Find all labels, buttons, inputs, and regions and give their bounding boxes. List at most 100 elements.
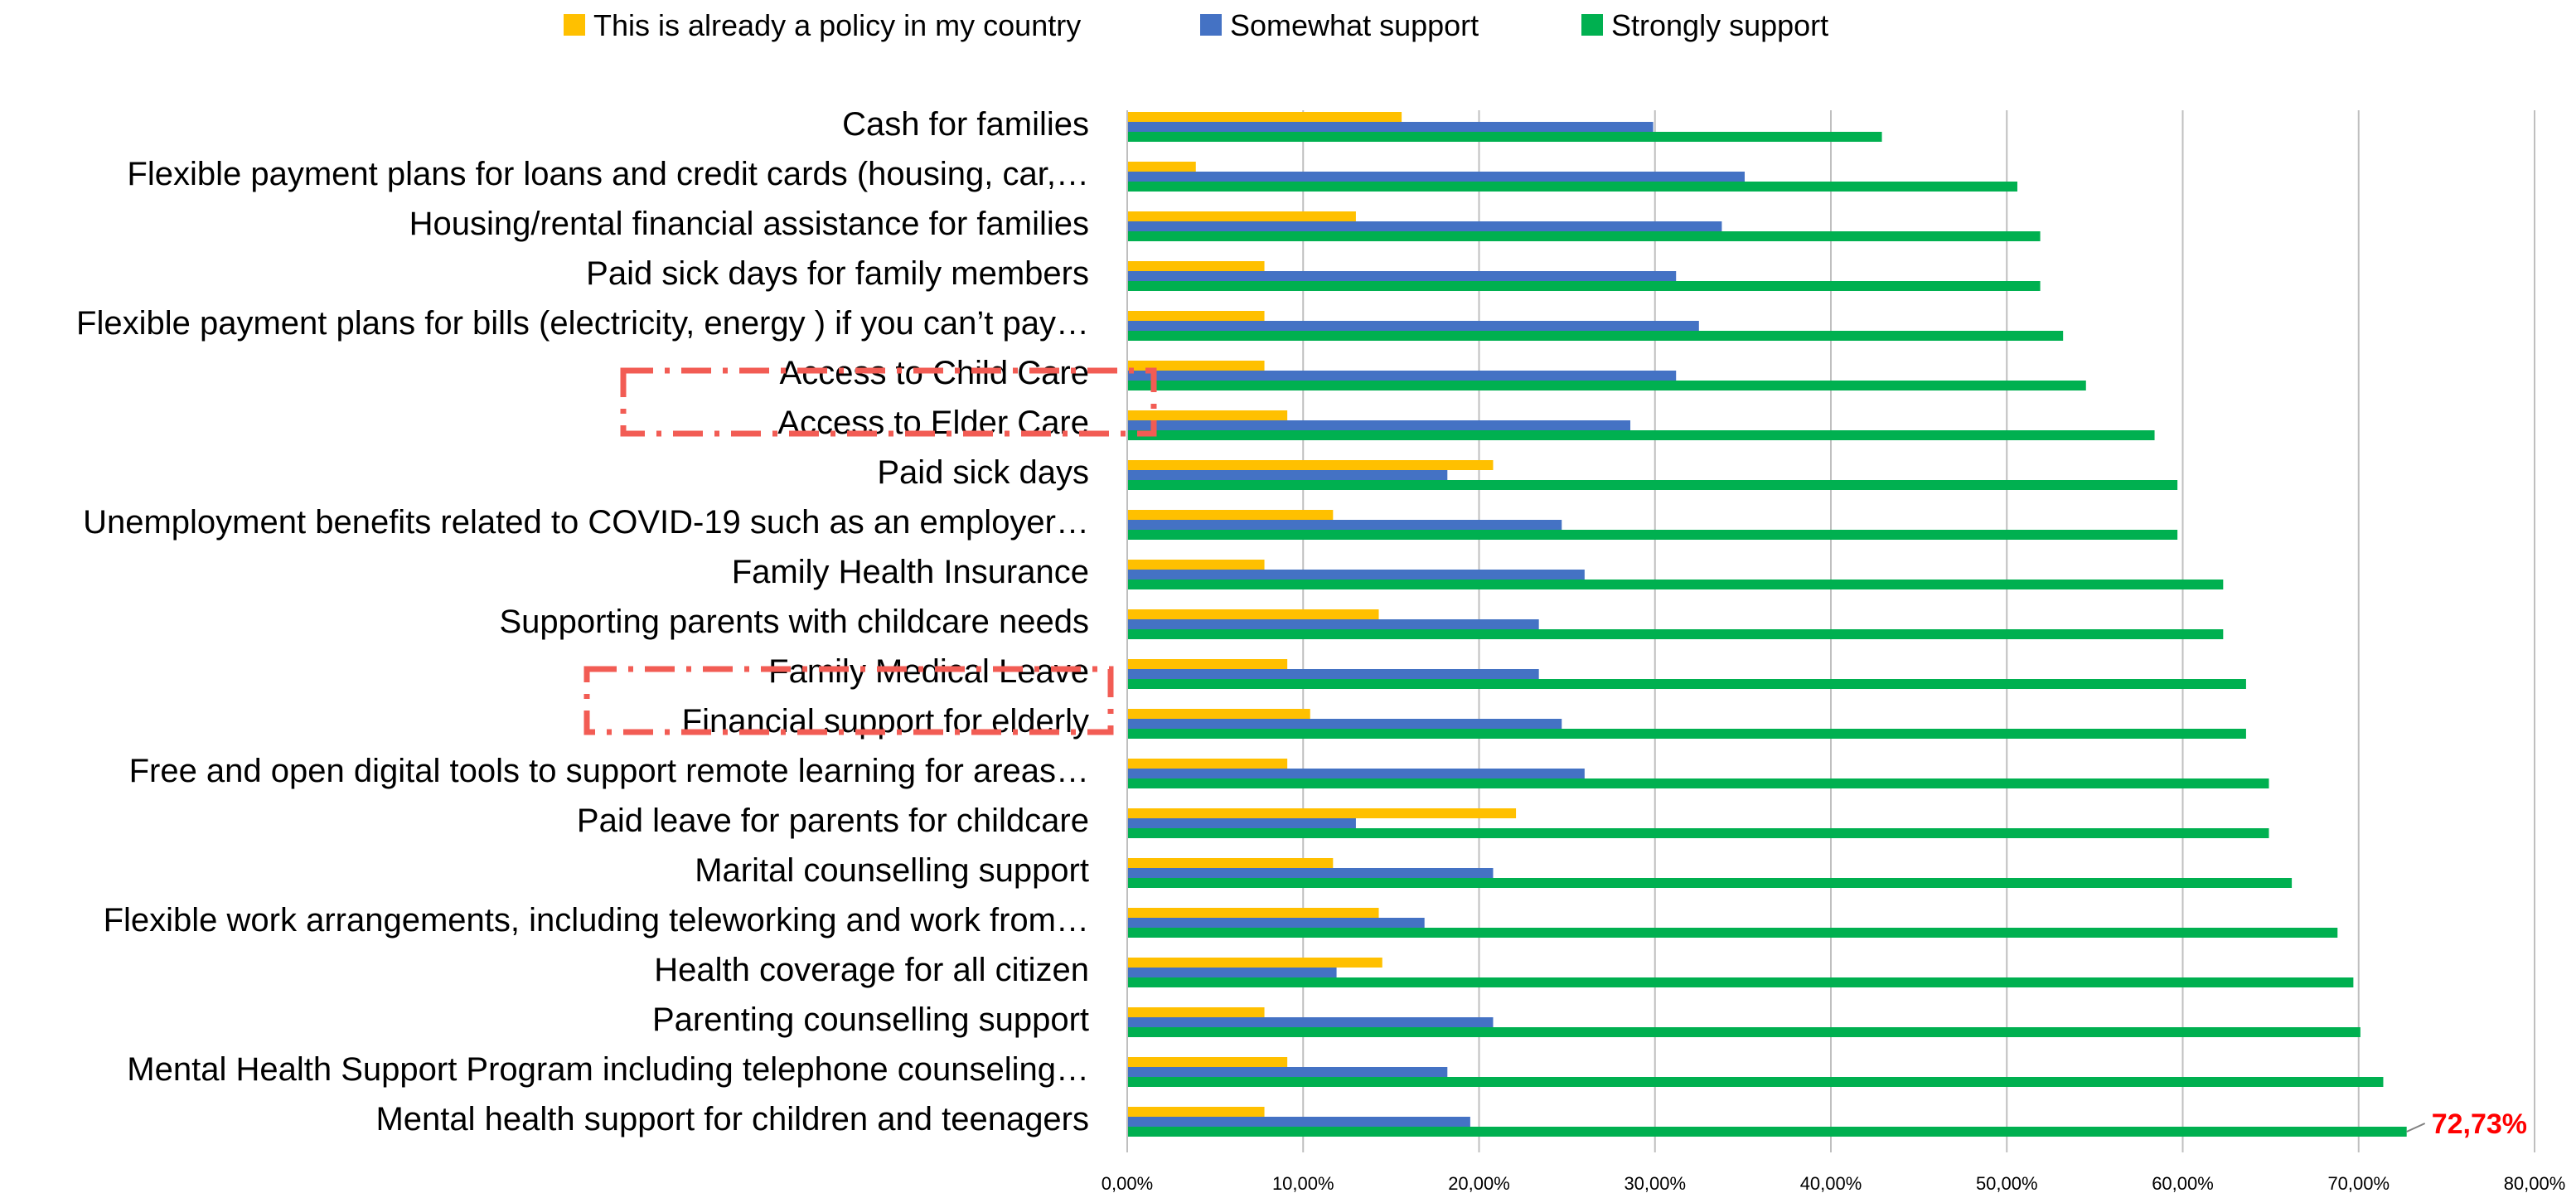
bar <box>1127 430 2155 440</box>
bar <box>1127 878 2293 888</box>
bar <box>1127 1017 1494 1027</box>
bar <box>1127 958 1382 968</box>
annotation-leader <box>2406 1123 2426 1133</box>
bar <box>1127 331 2064 341</box>
bar <box>1127 182 2017 192</box>
bar <box>1127 1007 1265 1017</box>
highlight-boxes <box>583 367 1157 735</box>
category-label: Flexible payment plans for bills (electr… <box>76 305 1089 342</box>
bar <box>1127 1067 1448 1077</box>
category-labels: Cash for families Flexible payment plans … <box>76 106 1089 1137</box>
bar <box>1127 977 2354 987</box>
bar <box>1127 162 1196 172</box>
bar <box>1127 460 1494 470</box>
category-label: Free and open digital tools to support r… <box>129 753 1089 789</box>
bar <box>1127 530 2178 540</box>
bar <box>1127 858 1334 868</box>
bar <box>1127 470 1448 480</box>
bar <box>1127 908 1379 918</box>
x-tick-label: 70,00% <box>2327 1173 2390 1194</box>
highlight-box <box>583 666 1114 735</box>
bar <box>1127 1107 1265 1117</box>
category-label: Mental health support for children and t… <box>375 1101 1089 1137</box>
bar <box>1127 1057 1288 1067</box>
category-label: Flexible work arrangements, including te… <box>104 902 1089 939</box>
x-tick-label: 50,00% <box>1976 1173 2038 1194</box>
legend-entry: Somewhat support <box>1230 8 1479 42</box>
category-label: Unemployment benefits related to COVID-1… <box>83 504 1089 541</box>
bar <box>1127 480 2178 490</box>
bar <box>1127 371 1677 381</box>
bar <box>1127 818 1356 828</box>
bar <box>1127 709 1310 719</box>
highlight-box <box>620 367 1157 437</box>
category-label: Supporting parents with childcare needs <box>499 604 1089 640</box>
legend-entry: This is already a policy in my country <box>593 8 1081 42</box>
bar <box>1127 759 1288 769</box>
bar <box>1127 918 1425 928</box>
legend-swatch <box>1581 14 1603 36</box>
bar <box>1127 679 2246 689</box>
category-label: Paid leave for parents for childcare <box>577 803 1089 839</box>
bar <box>1127 132 1882 142</box>
bar <box>1127 211 1356 221</box>
bar <box>1127 968 1337 977</box>
bar <box>1127 1127 2407 1137</box>
legend-swatch <box>1200 14 1222 36</box>
bar <box>1127 221 1722 231</box>
bar <box>1127 580 2224 589</box>
category-label: Paid sick days <box>877 454 1089 491</box>
bar <box>1127 321 1699 331</box>
x-axis: 0,00% 10,00% 20,00% 30,00% 40,00% 50,00% 60,00… <box>1102 110 2565 1194</box>
bar <box>1127 609 1379 619</box>
category-label: Family Health Insurance <box>732 554 1089 590</box>
bar <box>1127 510 1334 520</box>
category-label: Health coverage for all citizen <box>654 952 1089 988</box>
category-label: Paid sick days for family members <box>586 255 1089 292</box>
bar <box>1127 271 1677 281</box>
x-tick-label: 10,00% <box>1272 1173 1334 1194</box>
bar <box>1127 868 1494 878</box>
bar <box>1127 361 1265 371</box>
bar <box>1127 570 1585 580</box>
category-label: Marital counselling support <box>695 852 1089 889</box>
x-tick-label: 40,00% <box>1800 1173 1862 1194</box>
bar <box>1127 928 2338 938</box>
bar <box>1127 808 1517 818</box>
bar <box>1127 261 1265 271</box>
bar <box>1127 828 2269 838</box>
data-label: 72,73% <box>2432 1108 2527 1140</box>
bar <box>1127 719 1562 729</box>
category-label: Flexible payment plans for loans and cre… <box>127 156 1089 192</box>
bar <box>1127 1077 2384 1087</box>
category-label: Parenting counselling support <box>652 1002 1089 1038</box>
x-tick-label: 20,00% <box>1448 1173 1510 1194</box>
bar <box>1127 231 2041 241</box>
bar <box>1127 778 2269 788</box>
x-tick-label: 30,00% <box>1624 1173 1686 1194</box>
bar <box>1127 311 1265 321</box>
bar <box>1127 629 2224 639</box>
bar <box>1127 420 1631 430</box>
legend: This is already a policy in my country So… <box>564 8 1828 42</box>
category-label: Family Medical Leave <box>768 653 1089 690</box>
bar <box>1127 520 1562 530</box>
legend-entry: Strongly support <box>1611 8 1828 42</box>
bar <box>1127 729 2246 739</box>
bar <box>1127 560 1265 570</box>
bar <box>1127 619 1539 629</box>
bar <box>1127 112 1402 122</box>
bar <box>1127 669 1539 679</box>
bar <box>1127 381 2086 390</box>
x-tick-label: 0,00% <box>1102 1173 1153 1194</box>
bar <box>1127 659 1288 669</box>
category-label: Cash for families <box>842 106 1089 143</box>
x-tick-label: 60,00% <box>2152 1173 2214 1194</box>
legend-swatch <box>564 14 585 36</box>
annotations: 72,73% <box>2406 1108 2527 1140</box>
bar <box>1127 769 1585 778</box>
bar <box>1127 281 2041 291</box>
bar <box>1127 410 1288 420</box>
bar <box>1127 1117 1470 1127</box>
bars <box>1127 112 2407 1137</box>
